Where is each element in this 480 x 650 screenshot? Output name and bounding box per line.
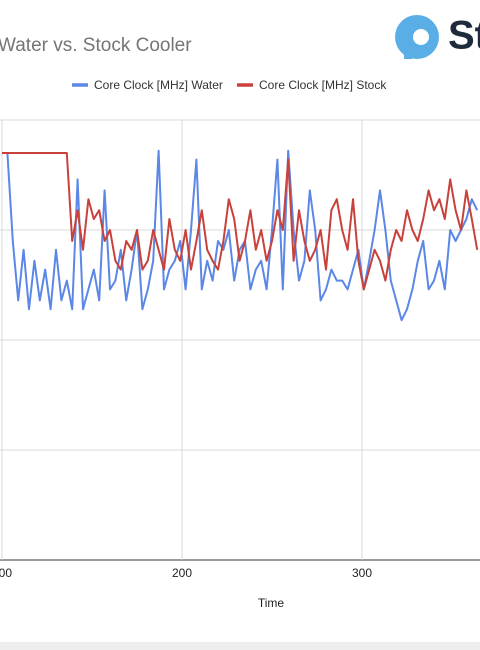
legend-label: Core Clock [MHz] Water xyxy=(94,78,223,92)
logo-icon-tail xyxy=(404,37,412,59)
logo: St xyxy=(395,14,480,59)
data-line xyxy=(2,149,479,322)
x-tick-label: 200 xyxy=(172,566,192,580)
x-axis-label: Time xyxy=(258,596,285,610)
data-line xyxy=(2,152,479,291)
scrollbar xyxy=(0,642,480,650)
logo-icon-inner xyxy=(413,29,429,45)
legend-label: Core Clock [MHz] Stock xyxy=(259,78,387,92)
logo-text: St xyxy=(448,14,480,58)
grid: 0500100015002000100200300 xyxy=(0,119,480,580)
legend: Core Clock [MHz] Water Core Clock [MHz] S… xyxy=(72,78,387,92)
chart-title: Water vs. Stock Cooler xyxy=(0,35,192,56)
x-tick-label: 100 xyxy=(0,566,12,580)
plot-area xyxy=(2,149,479,322)
x-tick-label: 300 xyxy=(352,566,372,580)
